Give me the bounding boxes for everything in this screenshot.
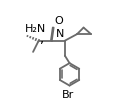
Text: H₂N: H₂N [25,24,46,34]
Text: Br: Br [62,90,74,100]
Text: O: O [54,16,63,26]
Text: ,: , [39,33,43,46]
Text: N: N [56,29,64,39]
